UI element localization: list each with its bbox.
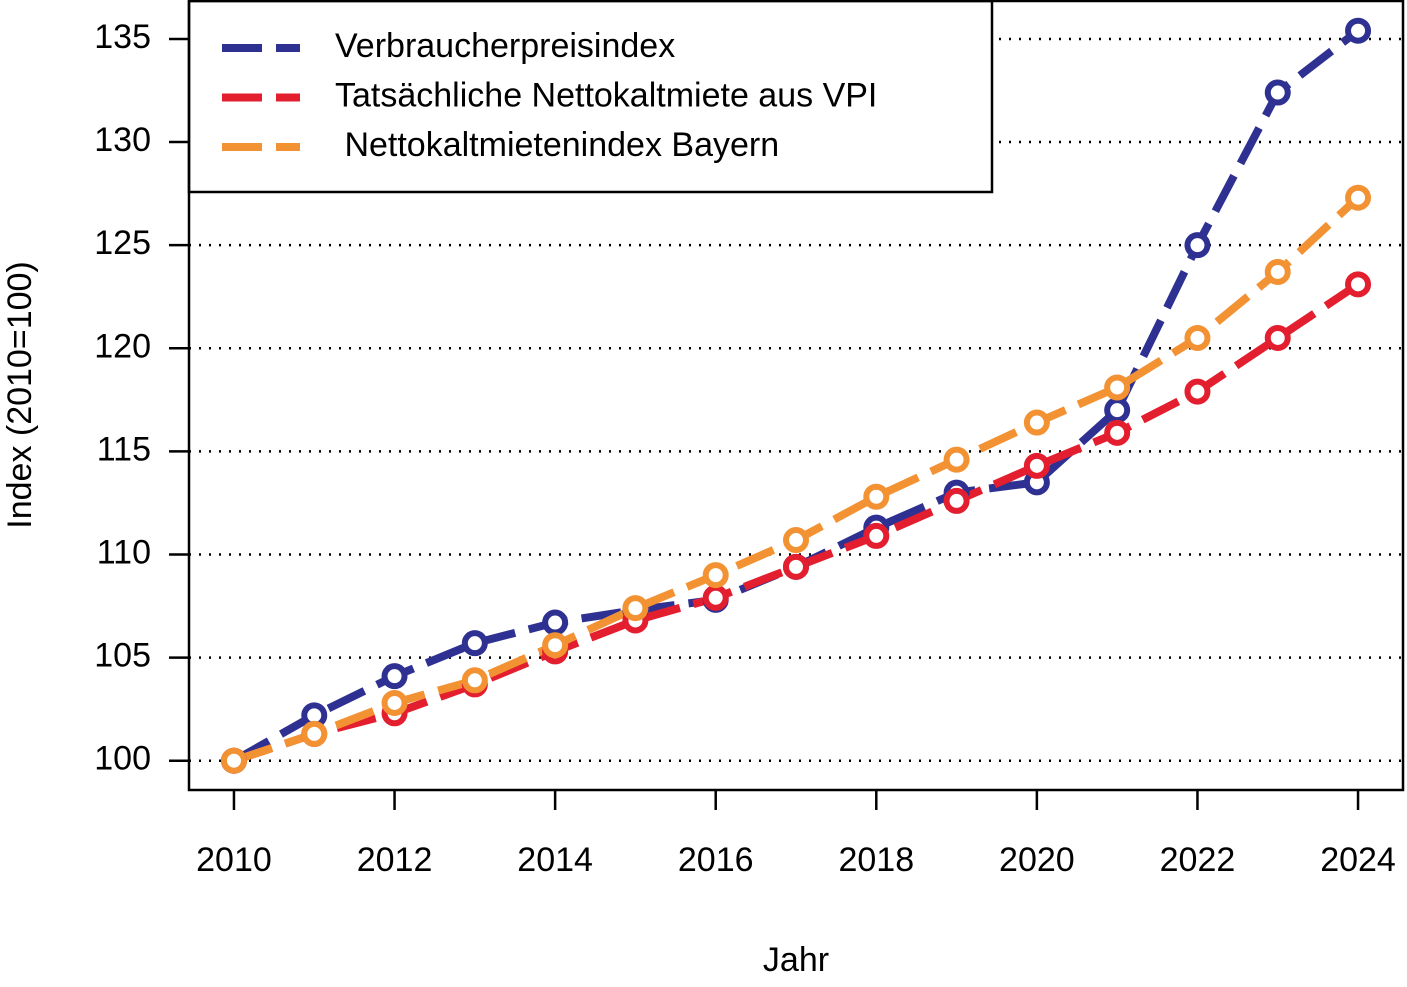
- plot-frame: [187, 0, 1405, 792]
- y-tick-label: 135: [94, 18, 151, 56]
- data-point: [1345, 184, 1372, 211]
- data-point: [381, 689, 408, 716]
- x-tick-label: 2014: [517, 841, 593, 879]
- data-point: [461, 630, 488, 657]
- data-point: [461, 667, 488, 694]
- data-point: [542, 632, 569, 659]
- y-tick-label: 100: [94, 740, 151, 778]
- data-point: [1023, 452, 1050, 479]
- x-tick-label: 2024: [1320, 841, 1396, 879]
- data-point: [1345, 271, 1372, 298]
- data-point: [1345, 17, 1372, 44]
- data-point: [1264, 79, 1291, 106]
- data-point: [783, 527, 809, 554]
- data-point: [863, 483, 890, 510]
- data-point: [1104, 397, 1131, 424]
- legend-label: Verbraucherpreisindex: [335, 27, 675, 65]
- data-point: [1104, 419, 1131, 446]
- data-point: [1264, 258, 1291, 285]
- data-point: [1104, 374, 1131, 401]
- legend-box: [187, 0, 994, 194]
- x-tick-label: 2016: [678, 841, 754, 879]
- data-point: [1184, 232, 1211, 259]
- data-point: [863, 522, 890, 549]
- series-line: [232, 281, 1361, 765]
- y-axis-label: Index (2010=100): [1, 261, 39, 528]
- data-point: [381, 663, 408, 690]
- x-tick-label: 2018: [838, 841, 914, 879]
- x-tick-label: 2010: [196, 841, 272, 879]
- data-point: [943, 487, 970, 514]
- data-point: [1184, 324, 1211, 351]
- data-point: [301, 720, 328, 747]
- data-point: [943, 446, 970, 473]
- y-tick-label: 115: [97, 430, 151, 468]
- data-point: [702, 562, 729, 589]
- x-axis-label: Jahr: [763, 941, 829, 979]
- y-tick-label: 130: [94, 121, 151, 159]
- data-point: [1184, 378, 1211, 405]
- data-point: [220, 747, 247, 774]
- legend-label: Nettokaltmietenindex Bayern: [335, 126, 779, 164]
- data-point: [622, 595, 649, 622]
- x-tick-label: 2012: [357, 841, 433, 879]
- data-point: [1023, 409, 1050, 436]
- y-tick-label: 120: [94, 327, 151, 365]
- x-tick-label: 2022: [1160, 841, 1236, 879]
- data-point: [702, 584, 729, 611]
- y-tick-label: 125: [94, 224, 151, 262]
- y-tick-label: 110: [97, 533, 151, 571]
- x-tick-label: 2020: [999, 841, 1075, 879]
- data-point: [542, 609, 569, 636]
- y-tick-label: 105: [94, 637, 151, 675]
- data-point: [1264, 324, 1291, 351]
- data-point: [783, 553, 809, 580]
- legend-label: Tatsächliche Nettokaltmiete aus VPI: [335, 76, 877, 114]
